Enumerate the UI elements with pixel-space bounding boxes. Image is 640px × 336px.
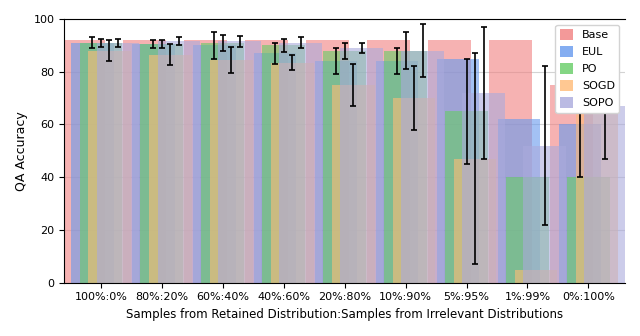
Bar bbox=[63, 40, 105, 283]
Bar bbox=[88, 51, 131, 283]
Bar bbox=[340, 48, 383, 283]
Bar bbox=[254, 53, 296, 283]
Bar bbox=[567, 177, 610, 283]
Bar bbox=[462, 93, 505, 283]
Bar bbox=[307, 40, 349, 283]
Bar bbox=[436, 58, 479, 283]
Bar bbox=[393, 98, 435, 283]
Bar bbox=[280, 43, 322, 283]
Bar bbox=[384, 51, 427, 283]
Bar bbox=[218, 41, 261, 283]
X-axis label: Samples from Retained Distribution:Samples from Irrelevant Distributions: Samples from Retained Distribution:Sampl… bbox=[126, 308, 563, 321]
Bar bbox=[367, 40, 410, 283]
Bar bbox=[332, 85, 374, 283]
Bar bbox=[515, 269, 557, 283]
Bar bbox=[79, 43, 122, 283]
Bar bbox=[489, 40, 532, 283]
Bar bbox=[149, 55, 191, 283]
Bar bbox=[245, 40, 288, 283]
Bar bbox=[445, 111, 488, 283]
Bar bbox=[428, 40, 471, 283]
Bar bbox=[575, 51, 618, 283]
Bar bbox=[323, 51, 366, 283]
Legend: Base, EUL, PO, SOGD, SOPO: Base, EUL, PO, SOGD, SOPO bbox=[556, 25, 620, 113]
Bar bbox=[498, 119, 540, 283]
Bar bbox=[271, 62, 314, 283]
Bar bbox=[193, 45, 236, 283]
Bar bbox=[157, 41, 200, 283]
Bar bbox=[132, 44, 175, 283]
Bar bbox=[124, 40, 166, 283]
Bar bbox=[401, 51, 444, 283]
Bar bbox=[184, 40, 227, 283]
Bar bbox=[140, 44, 183, 283]
Bar bbox=[202, 43, 244, 283]
Bar bbox=[454, 159, 497, 283]
Bar bbox=[71, 43, 114, 283]
Bar bbox=[210, 60, 253, 283]
Y-axis label: QA Accuracy: QA Accuracy bbox=[15, 111, 28, 191]
Bar bbox=[376, 61, 419, 283]
Bar bbox=[559, 125, 601, 283]
Bar bbox=[550, 85, 593, 283]
Bar bbox=[584, 106, 627, 283]
Bar bbox=[506, 177, 549, 283]
Bar bbox=[524, 145, 566, 283]
Bar bbox=[262, 45, 305, 283]
Bar bbox=[97, 43, 140, 283]
Bar bbox=[315, 61, 357, 283]
